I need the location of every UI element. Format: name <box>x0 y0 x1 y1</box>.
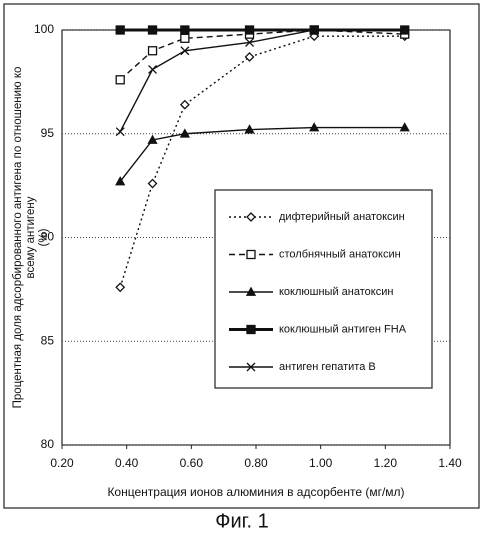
marker-shape <box>116 283 124 291</box>
marker-shape <box>149 180 157 188</box>
x-tick-label: 1.00 <box>309 456 333 470</box>
legend-label: столбнячный анатоксин <box>279 248 401 260</box>
y-tick-label: 95 <box>41 126 55 140</box>
marker <box>149 180 157 188</box>
y-tick-label: 80 <box>41 437 55 451</box>
y-tick-label: 100 <box>34 22 54 36</box>
y-tick-label: 90 <box>41 230 55 244</box>
y-axis-label: Процентная доля адсорбированного антиген… <box>12 67 24 409</box>
legend-label: дифтерийный анатоксин <box>279 211 405 223</box>
x-tick-label: 0.60 <box>180 456 204 470</box>
marker <box>149 65 157 73</box>
marker <box>116 76 124 84</box>
marker <box>116 26 124 34</box>
marker-shape <box>247 251 255 259</box>
legend-label: коклюшный антиген FHA <box>279 323 407 335</box>
marker-shape <box>247 326 255 334</box>
y-tick-label: 85 <box>41 333 55 347</box>
x-tick-label: 0.20 <box>50 456 74 470</box>
series-line <box>120 128 405 182</box>
marker <box>247 326 255 334</box>
marker-shape <box>181 34 189 42</box>
caption: Фиг. 1 <box>215 510 268 532</box>
marker-shape <box>181 101 189 109</box>
x-tick-label: 1.40 <box>438 456 462 470</box>
x-tick-label: 0.80 <box>244 456 268 470</box>
marker-shape <box>116 76 124 84</box>
marker <box>246 26 254 34</box>
marker-shape <box>181 26 189 34</box>
marker-shape <box>149 26 157 34</box>
x-tick-label: 1.20 <box>374 456 398 470</box>
marker <box>181 26 189 34</box>
marker <box>247 251 255 259</box>
marker-shape <box>116 26 124 34</box>
legend-label: антиген гепатита B <box>279 361 376 373</box>
marker <box>181 34 189 42</box>
marker <box>181 101 189 109</box>
series-line <box>120 30 405 80</box>
legend-label: коклюшный анатоксин <box>279 286 393 298</box>
chart: Концентрация ионов алюминия в адсорбенте… <box>0 0 484 536</box>
marker <box>116 283 124 291</box>
marker <box>149 47 157 55</box>
x-tick-label: 0.40 <box>115 456 139 470</box>
series-line <box>120 30 405 132</box>
marker-shape <box>149 47 157 55</box>
y-axis-label: всему антигену <box>25 196 37 278</box>
marker-shape <box>246 26 254 34</box>
x-axis-label: Концентрация ионов алюминия в адсорбенте… <box>107 485 404 499</box>
marker <box>149 26 157 34</box>
marker <box>116 128 124 136</box>
